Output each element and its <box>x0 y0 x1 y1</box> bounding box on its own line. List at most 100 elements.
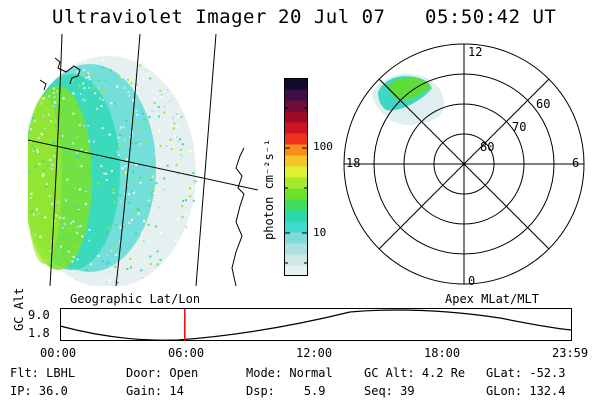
aurora-speckle <box>72 112 75 115</box>
aurora-speckle <box>37 150 39 153</box>
meridian-3 <box>195 34 217 286</box>
aurora-speckle <box>33 120 36 123</box>
ip-value: 36.0 <box>38 384 68 398</box>
aurora-speckle <box>72 92 75 95</box>
aurora-speckle <box>85 76 88 79</box>
aurora-speckle <box>177 140 180 143</box>
aurora-speckle <box>134 210 137 213</box>
aurora-speckle <box>103 169 106 172</box>
aurora-speckle <box>168 99 171 102</box>
colorbar-band <box>284 199 308 211</box>
aurora-speckle <box>54 102 57 105</box>
aurora-speckle <box>55 90 58 93</box>
door-value: Open <box>169 366 199 380</box>
aurora-speckle <box>148 204 151 207</box>
aurora-speckle <box>65 151 68 153</box>
aurora-speckle <box>171 190 174 193</box>
aurora-speckle <box>163 105 166 108</box>
aurora-speckle <box>109 69 112 72</box>
aurora-speckle <box>101 260 104 263</box>
aurora-speckle <box>54 150 57 153</box>
aurora-speckle <box>154 265 157 268</box>
aurora-speckle <box>193 181 196 184</box>
aurora-speckle <box>76 91 79 94</box>
aurora-speckle <box>38 163 41 165</box>
aurora-speckle <box>76 136 79 139</box>
aurora-speckle <box>173 122 176 125</box>
aurora-speckle <box>42 97 45 100</box>
aurora-speckle <box>87 75 90 78</box>
aurora-speckle <box>84 203 87 206</box>
aurora-speckle <box>117 275 120 278</box>
aurora-speckle <box>72 255 75 258</box>
aurora-speckle <box>116 281 119 284</box>
aurora-speckle <box>182 155 185 158</box>
aurora-speckle <box>101 58 104 61</box>
aurora-speckle <box>119 200 122 203</box>
colorbar-band <box>284 265 308 277</box>
aurora-speckle <box>92 86 95 89</box>
aurora-speckle <box>72 167 75 170</box>
aurora-speckle <box>122 126 125 129</box>
aurora-speckle <box>147 223 150 226</box>
aurora-speckle <box>138 142 141 145</box>
aurora-speckle <box>65 199 67 202</box>
aurora-speckle <box>146 73 149 76</box>
aurora-speckle <box>117 136 120 139</box>
aurora-speckle <box>140 269 143 272</box>
aurora-speckle <box>160 232 162 234</box>
aurora-speckle <box>76 258 79 261</box>
colorbar-band <box>284 221 308 233</box>
aurora-speckle <box>169 138 172 141</box>
aurora-speckle <box>33 148 36 151</box>
time-label: 05:50:42 UT <box>425 6 557 28</box>
aurora-speckle <box>105 262 108 265</box>
aurora-speckle <box>68 103 71 106</box>
aurora-speckle <box>110 170 113 172</box>
colorbar <box>284 78 308 277</box>
aurora-speckle <box>85 268 88 271</box>
colorbar-tick-100: 100 <box>313 140 333 153</box>
aurora-speckle <box>108 270 111 273</box>
aurora-speckle <box>110 102 113 105</box>
gain-value: 14 <box>169 384 184 398</box>
aurora-speckle <box>159 233 162 236</box>
aurora-speckle <box>31 210 33 212</box>
aurora-speckle <box>91 151 94 154</box>
ip-field: IP: 36.0 <box>10 384 68 398</box>
colorbar-tick-10: 10 <box>313 226 327 239</box>
aurora-speckle <box>114 265 117 268</box>
colorbar-band <box>284 243 308 255</box>
aurora-speckle <box>105 172 108 175</box>
mlt-label-right: 6 <box>572 156 580 170</box>
aurora-speckle <box>166 164 169 167</box>
aurora-speckle <box>53 100 56 103</box>
aurora-speckle <box>110 250 113 253</box>
aurora-speckle <box>157 115 160 118</box>
aurora-speckle <box>42 173 45 176</box>
aurora-speckle <box>143 118 146 121</box>
aurora-speckle <box>119 126 122 129</box>
aurora-speckle <box>83 87 86 90</box>
aurora-speckle <box>83 124 86 127</box>
aurora-speckle <box>149 174 152 177</box>
aurora-speckle <box>123 186 125 189</box>
aurora-speckle <box>84 61 87 64</box>
aurora-speckle <box>77 156 80 159</box>
aurora-speckle <box>96 107 99 110</box>
aurora-speckle <box>44 127 46 130</box>
aurora-speckle <box>94 92 97 95</box>
aurora-speckle <box>130 111 133 114</box>
aurora-speckle <box>130 142 133 144</box>
aurora-speckle <box>112 191 115 194</box>
aurora-speckles <box>28 58 198 286</box>
aurora-speckle <box>85 139 88 142</box>
mlt-label-top: 12 <box>468 45 483 59</box>
aurora-speckle <box>172 169 175 172</box>
aurora-speckle <box>28 171 31 174</box>
aurora-speckle <box>129 257 132 260</box>
aurora-speckle <box>135 142 137 145</box>
aurora-speckle <box>150 126 153 129</box>
aurora-speckle <box>89 263 92 266</box>
